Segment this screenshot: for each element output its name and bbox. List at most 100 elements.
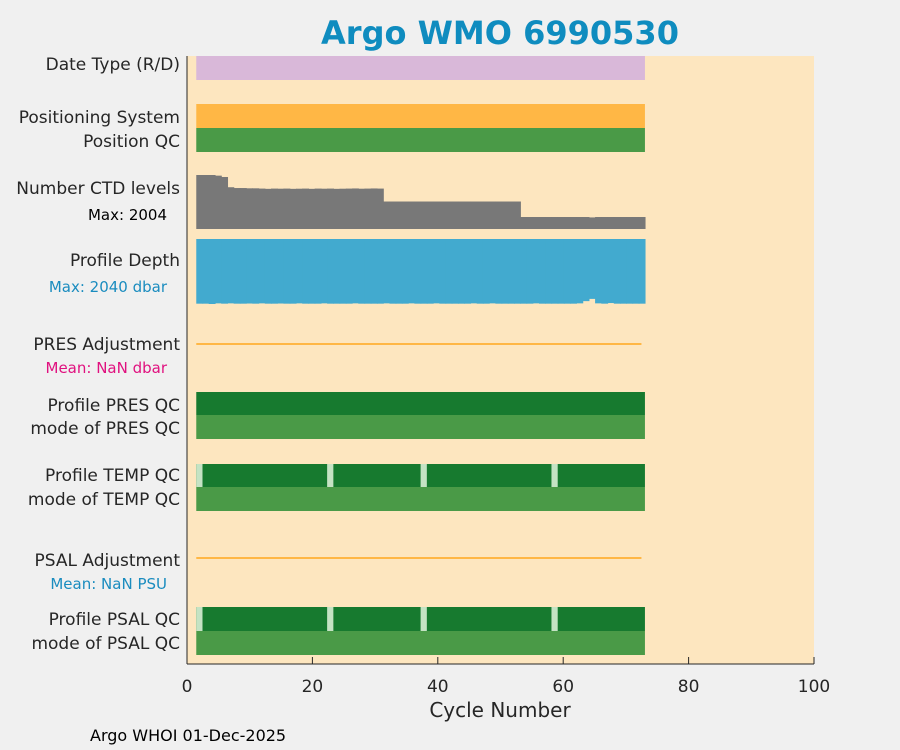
profile-depth-bar bbox=[295, 239, 303, 304]
chart-title: Argo WMO 6990530 bbox=[321, 14, 679, 52]
profile-depth-bar bbox=[582, 239, 590, 302]
ctd-level-bar bbox=[638, 217, 646, 229]
profile-depth-bar bbox=[570, 239, 577, 304]
ctd-level-bar bbox=[401, 201, 409, 229]
row-pres-adjustment: PRES Adjustment Mean: NaN dbar bbox=[33, 335, 642, 377]
ctd-level-bar bbox=[595, 217, 602, 229]
profile-depth-bar bbox=[252, 239, 260, 304]
profile-depth-bar bbox=[626, 239, 634, 304]
profile-depth-bar bbox=[420, 239, 428, 304]
ctd-level-bar bbox=[239, 188, 247, 229]
ctd-level-bar bbox=[283, 188, 291, 229]
ctd-level-bar bbox=[271, 188, 278, 229]
profile-depth-bar bbox=[258, 239, 266, 304]
profile-depth-bar bbox=[451, 239, 459, 304]
x-tick-label: 20 bbox=[302, 677, 324, 697]
ctd-level-bar bbox=[570, 217, 577, 229]
profile-depth-bar bbox=[607, 239, 615, 304]
ctd-level-bar bbox=[264, 188, 272, 229]
profile-depth-bar bbox=[283, 239, 291, 304]
x-axis-label: Cycle Number bbox=[429, 698, 571, 722]
row-label: PSAL Adjustment bbox=[35, 551, 181, 571]
ctd-level-bar bbox=[514, 201, 521, 229]
profile-depth-bar bbox=[563, 239, 571, 304]
row-label: Profile PSAL QC bbox=[49, 610, 180, 630]
row-label: Date Type (R/D) bbox=[46, 55, 180, 75]
profile-depth-bar bbox=[526, 239, 534, 304]
profile-depth-bar bbox=[588, 239, 596, 299]
profile-depth-bar bbox=[320, 239, 328, 304]
profile-depth-bar bbox=[613, 239, 621, 304]
profile-depth-bar bbox=[601, 239, 609, 304]
row-label: mode of PSAL QC bbox=[31, 634, 180, 654]
profile-depth-bar bbox=[551, 239, 559, 304]
ctd-level-bar bbox=[208, 175, 216, 229]
profile-depth-bar bbox=[532, 239, 540, 304]
ctd-level-bar bbox=[352, 188, 359, 229]
ctd-level-bar bbox=[414, 201, 422, 229]
row-position-qc: Position QC bbox=[83, 128, 645, 152]
row-profile-depth: Profile Depth Max: 2040 dbar bbox=[49, 239, 646, 304]
ctd-level-bar bbox=[202, 175, 210, 229]
ctd-level-bar bbox=[408, 201, 415, 229]
profile-depth-bar bbox=[539, 239, 546, 304]
row-label: Number CTD levels bbox=[16, 179, 180, 199]
x-tick-label: 100 bbox=[798, 677, 830, 697]
ctd-level-bar bbox=[495, 201, 503, 229]
profile-depth-bar bbox=[264, 239, 272, 304]
profile-depth-bar bbox=[383, 239, 391, 304]
ctd-level-bar bbox=[383, 201, 391, 229]
profile-depth-bar bbox=[308, 239, 316, 304]
profile-depth-bar bbox=[482, 239, 490, 304]
ctd-level-bar bbox=[246, 188, 253, 229]
row-label: Profile Depth bbox=[70, 251, 180, 271]
x-tick-label: 0 bbox=[182, 677, 193, 697]
ctd-level-bar bbox=[557, 217, 565, 229]
qc-gap-mark bbox=[420, 464, 427, 487]
row-label: mode of PRES QC bbox=[30, 419, 180, 439]
ctd-level-bar bbox=[489, 201, 496, 229]
row-sublabel: Mean: NaN dbar bbox=[46, 359, 168, 377]
profile-depth-bar bbox=[246, 239, 253, 304]
ctd-level-bar bbox=[545, 217, 553, 229]
ctd-level-bar bbox=[233, 188, 241, 229]
row-bar bbox=[196, 607, 645, 631]
ctd-level-bar bbox=[426, 201, 434, 229]
profile-depth-bar bbox=[395, 239, 403, 304]
profile-depth-bar bbox=[576, 239, 584, 304]
ctd-level-bar bbox=[626, 217, 634, 229]
plot-background bbox=[187, 56, 814, 664]
profile-depth-bar bbox=[476, 239, 484, 304]
ctd-level-bar bbox=[563, 217, 571, 229]
footer-text: Argo WHOI 01-Dec-2025 bbox=[90, 726, 286, 745]
profile-depth-bar bbox=[208, 239, 216, 304]
profile-depth-bar bbox=[302, 239, 310, 304]
ctd-level-bar bbox=[476, 201, 484, 229]
ctd-level-bar bbox=[551, 217, 559, 229]
ctd-level-bar bbox=[532, 217, 540, 229]
ctd-level-bar bbox=[539, 217, 546, 229]
ctd-level-bar bbox=[302, 188, 310, 229]
row-bar bbox=[196, 631, 645, 655]
profile-depth-bar bbox=[227, 239, 235, 304]
row-bar bbox=[196, 128, 645, 152]
profile-depth-bar bbox=[507, 239, 515, 304]
profile-depth-bar bbox=[333, 239, 341, 304]
ctd-level-bar bbox=[451, 201, 459, 229]
ctd-level-bar bbox=[482, 201, 490, 229]
ctd-level-bar bbox=[588, 217, 596, 229]
ctd-level-bar bbox=[445, 201, 453, 229]
row-label: PRES Adjustment bbox=[33, 335, 180, 355]
profile-depth-bar bbox=[364, 239, 372, 304]
ctd-level-bar bbox=[227, 187, 235, 229]
row-number-ctd-levels: Number CTD levels Max: 2004 bbox=[16, 175, 646, 229]
ctd-level-bar bbox=[196, 175, 204, 229]
ctd-level-bar bbox=[376, 188, 384, 229]
profile-depth-bar bbox=[389, 239, 397, 304]
ctd-level-bar bbox=[507, 201, 515, 229]
x-tick-label: 80 bbox=[678, 677, 700, 697]
ctd-level-bar bbox=[620, 217, 627, 229]
profile-depth-bar bbox=[620, 239, 627, 304]
row-profile-pres-qc: Profile PRES QC bbox=[47, 392, 645, 416]
row-sublabel: Max: 2040 dbar bbox=[49, 278, 168, 296]
